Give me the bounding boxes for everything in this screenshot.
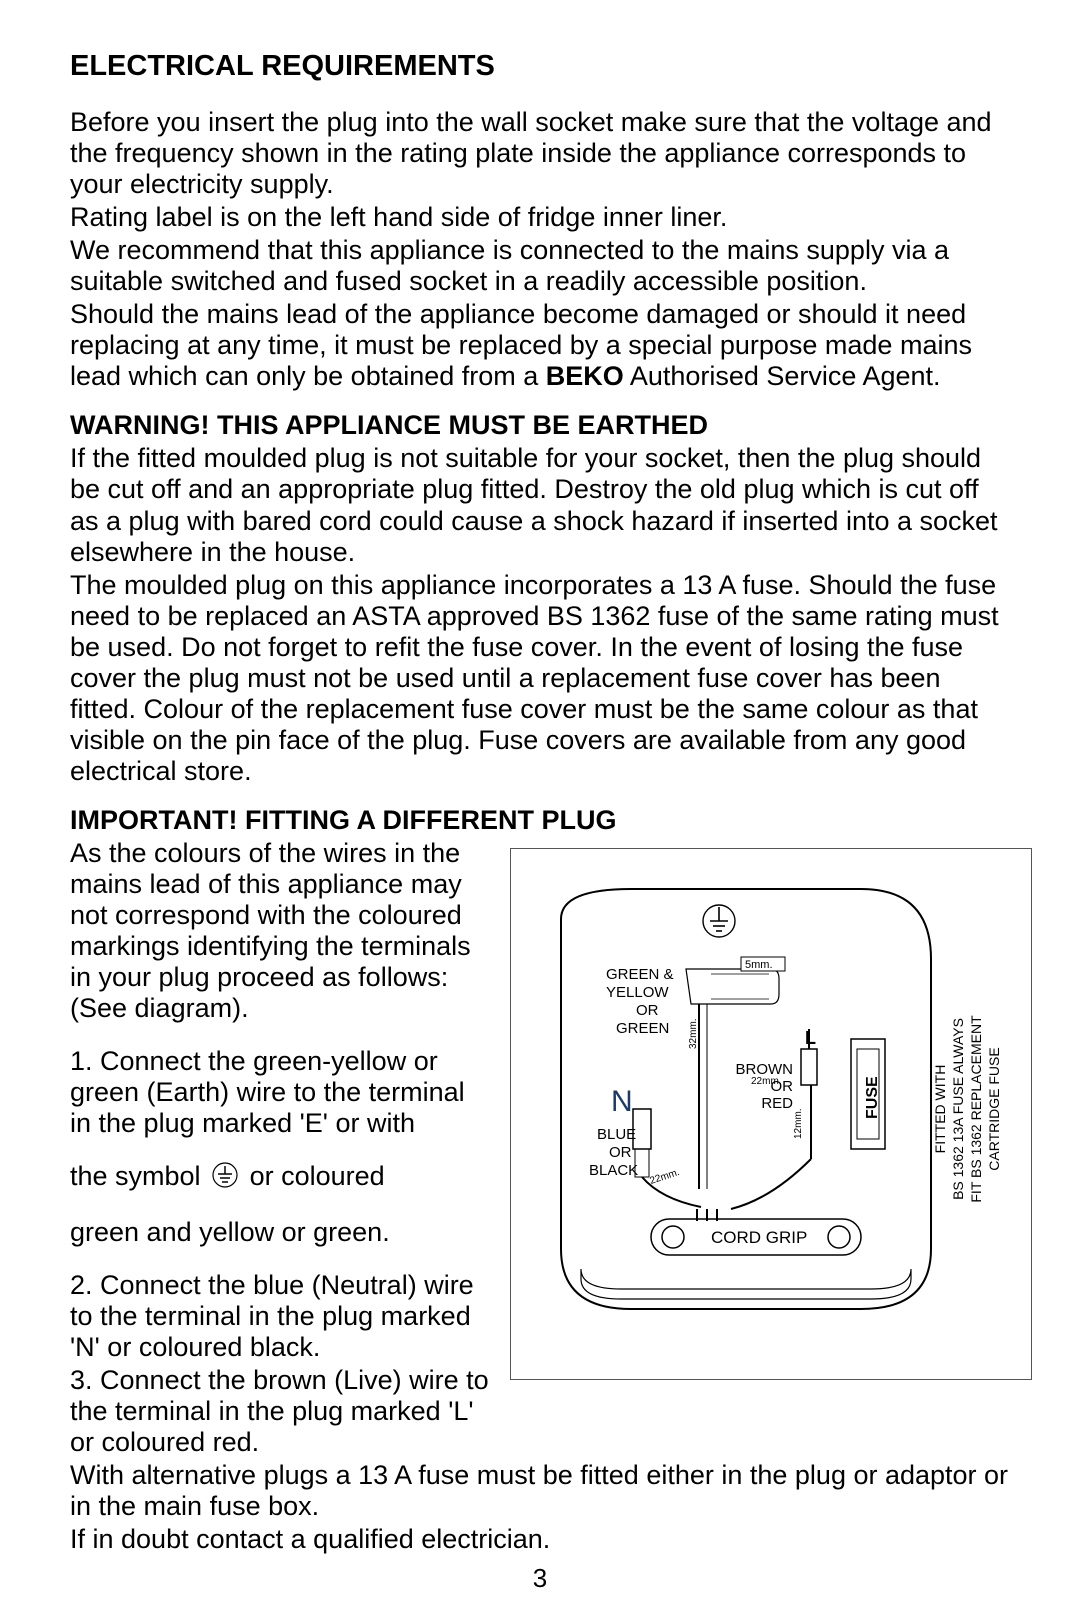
- intro-paragraph-3: We recommend that this appliance is conn…: [70, 235, 1010, 297]
- earth-icon: [212, 1162, 238, 1195]
- neutral-wire-label: BLUE OR BLACK: [589, 1126, 638, 1179]
- right-diagram-column: 5mm. 32mm. L: [510, 838, 1032, 1380]
- symbol-line-pre: the symbol: [70, 1161, 208, 1191]
- intro-4-post: Authorised Service Agent.: [624, 361, 941, 391]
- dim-12mm: 12mm.: [793, 1108, 804, 1139]
- terminal-L: L: [805, 1028, 816, 1048]
- svg-text:OR: OR: [771, 1078, 794, 1095]
- page-number: 3: [70, 1563, 1010, 1594]
- svg-text:OR: OR: [636, 1002, 659, 1019]
- document-page: ELECTRICAL REQUIREMENTS Before you inser…: [0, 0, 1080, 1624]
- warning-paragraph-1: If the fitted moulded plug is not suitab…: [70, 443, 1010, 567]
- earth-symbol-icon: [703, 905, 735, 937]
- svg-text:GREEN: GREEN: [616, 1020, 669, 1037]
- svg-text:BROWN: BROWN: [736, 1061, 794, 1078]
- svg-text:BLACK: BLACK: [589, 1162, 638, 1179]
- spacer: [70, 1026, 490, 1044]
- two-column-region: As the colours of the wires in the mains…: [70, 838, 1010, 1460]
- warning-paragraph-2: The moulded plug on this appliance incor…: [70, 570, 1010, 787]
- fitting-step-2: 2. Connect the blue (Neutral) wire to th…: [70, 1270, 490, 1363]
- svg-text:RED: RED: [761, 1095, 793, 1112]
- spacer: [70, 1197, 490, 1215]
- symbol-line: the symbol or coloured: [70, 1161, 490, 1194]
- warning-heading: WARNING! THIS APPLIANCE MUST BE EARTHED: [70, 410, 1010, 441]
- svg-text:FITTED WITH: FITTED WITH: [932, 1065, 948, 1154]
- svg-text:GREEN &: GREEN &: [606, 966, 674, 983]
- cord-grip-label: CORD GRIP: [711, 1228, 807, 1247]
- spacer: [70, 1250, 490, 1268]
- svg-text:FIT BS 1362 REPLACEMENT: FIT BS 1362 REPLACEMENT: [968, 1015, 984, 1203]
- fitting-step-1: 1. Connect the green-yellow or green (Ea…: [70, 1046, 490, 1139]
- intro-paragraph-1: Before you insert the plug into the wall…: [70, 107, 1010, 200]
- earth-wire-label: GREEN & YELLOW OR GREEN: [606, 966, 674, 1037]
- after-diagram-1: With alternative plugs a 13 A fuse must …: [70, 1460, 1010, 1522]
- intro-4-brand: BEKO: [546, 361, 624, 391]
- intro-paragraph-2: Rating label is on the left hand side of…: [70, 202, 1010, 233]
- left-text-column: As the colours of the wires in the mains…: [70, 838, 490, 1460]
- svg-text:YELLOW: YELLOW: [606, 984, 669, 1001]
- dim-5mm: 5mm.: [745, 959, 773, 971]
- symbol-line-post: or coloured: [250, 1161, 385, 1191]
- dim-32mm: 32mm.: [688, 1018, 699, 1049]
- neutral-letter: N: [611, 1085, 633, 1118]
- fitting-heading: IMPORTANT! FITTING A DIFFERENT PLUG: [70, 805, 1010, 836]
- svg-text:CARTRIDGE FUSE: CARTRIDGE FUSE: [986, 1047, 1002, 1170]
- fitting-step-3: 3. Connect the brown (Live) wire to the …: [70, 1365, 490, 1458]
- spacer: [70, 1141, 490, 1159]
- page-title: ELECTRICAL REQUIREMENTS: [70, 50, 1010, 83]
- after-diagram-2: If in doubt contact a qualified electric…: [70, 1524, 1010, 1555]
- colour-line: green and yellow or green.: [70, 1217, 490, 1248]
- plug-wiring-diagram: 5mm. 32mm. L: [510, 848, 1032, 1380]
- intro-paragraph-4: Should the mains lead of the appliance b…: [70, 299, 1010, 392]
- dim-22mm-a: 22mm.: [649, 1167, 681, 1187]
- svg-text:BLUE: BLUE: [597, 1126, 636, 1143]
- svg-text:OR: OR: [609, 1144, 632, 1161]
- svg-text:BS 1362 13A FUSE ALWAYS: BS 1362 13A FUSE ALWAYS: [950, 1018, 966, 1200]
- fuse-side-text: FITTED WITH BS 1362 13A FUSE ALWAYS FIT …: [932, 1015, 1002, 1203]
- fuse-label: FUSE: [864, 1076, 881, 1119]
- fitting-intro: As the colours of the wires in the mains…: [70, 838, 490, 1024]
